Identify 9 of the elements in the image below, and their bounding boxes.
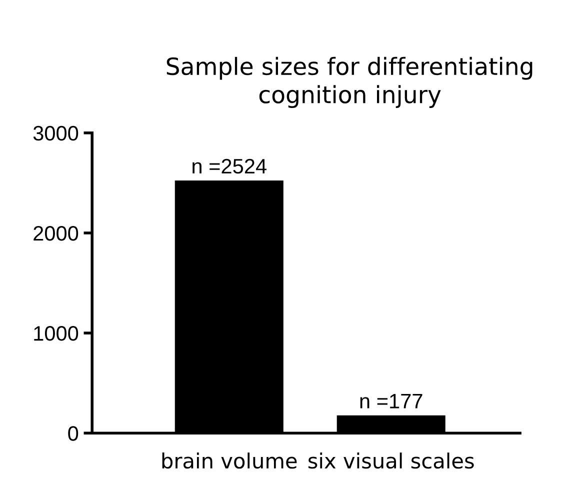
x-tick-label: brain volume [162,452,297,469]
y-tick-label: 3000 [33,126,78,141]
y-tick-label: 0 [68,426,78,441]
y-tick-label: 1000 [34,326,78,341]
y-tick-label: 2000 [34,226,78,241]
data-label: n =177 [360,394,422,408]
data-label: n =2524 [192,158,266,174]
chart-title: Sample sizes for differentiating cognition injury [166,56,532,108]
x-tick-label: six visual scales [308,452,474,469]
